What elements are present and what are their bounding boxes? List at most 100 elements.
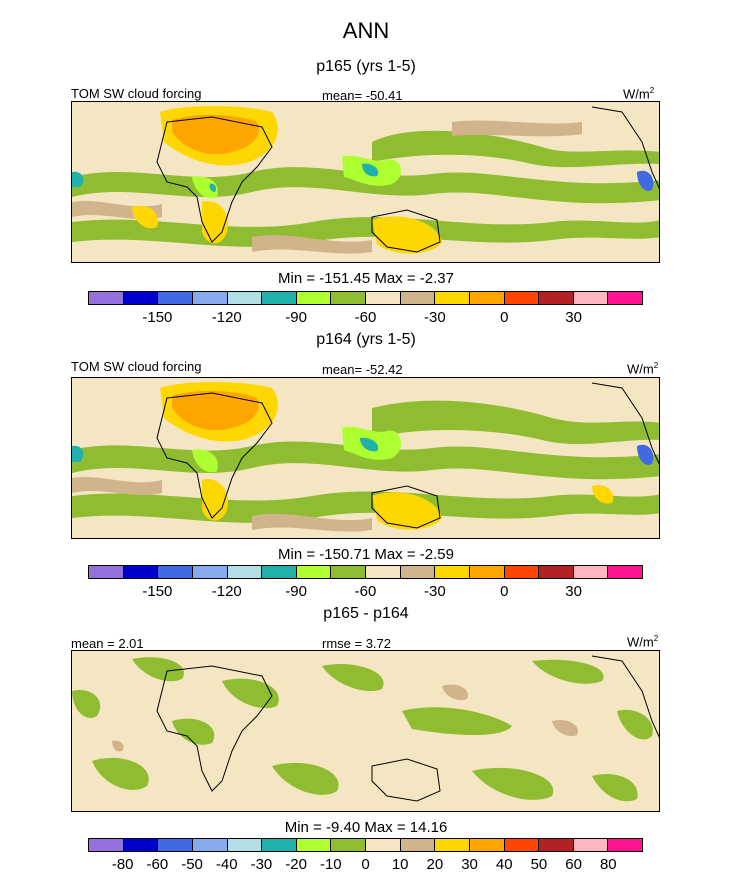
panel-2-mean-label: mean= -52.42 xyxy=(322,362,403,377)
colorbar-tick-label: 80 xyxy=(599,856,617,873)
colorbar-tick-label: 0 xyxy=(361,856,370,873)
panel-3-map xyxy=(71,650,660,812)
colorbar-swatch xyxy=(539,566,574,578)
colorbar-swatch xyxy=(89,292,124,304)
panel-1-map xyxy=(71,101,660,263)
figure-title: ANN xyxy=(342,18,390,43)
panel-1-title: p165 (yrs 1-5) xyxy=(316,58,416,75)
colorbar-tick-label: 30 xyxy=(461,856,478,873)
colorbar-tick-label: -20 xyxy=(285,856,307,873)
colorbar-swatch xyxy=(227,839,263,851)
colorbar-tick-label: -150 xyxy=(142,309,173,326)
colorbar-tick-label: -90 xyxy=(285,583,307,600)
colorbar-tick-label: -10 xyxy=(319,856,342,873)
colorbar-tick-label: -90 xyxy=(285,309,307,326)
colorbar-tick-label: 10 xyxy=(391,856,409,873)
colorbar-swatch xyxy=(573,292,609,304)
colorbar-swatch xyxy=(192,839,228,851)
panel-1-colorbar xyxy=(88,291,643,305)
colorbar-swatch xyxy=(192,292,228,304)
colorbar-swatch xyxy=(608,566,642,578)
colorbar-tick-label: 60 xyxy=(565,856,582,873)
colorbar-swatch xyxy=(366,292,401,304)
panel-3-rmse-label: rmse = 3.72 xyxy=(322,636,392,651)
panel-1-units: W/m2 xyxy=(623,86,655,102)
colorbar-swatch xyxy=(435,292,470,304)
colorbar-tick-label: 30 xyxy=(565,309,582,326)
colorbar-swatch xyxy=(573,839,609,851)
colorbar-swatch xyxy=(227,292,263,304)
colorbar-tick-label: -30 xyxy=(424,309,446,326)
colorbar-tick-label: -60 xyxy=(354,309,377,326)
panel-2-map xyxy=(71,377,660,539)
panel-3-colorbar-ticks: -80 -60 -50 -40 -30 -20 -10 0 10 20 30 40 50 60 80 xyxy=(88,856,643,874)
colorbar-tick-label: -80 xyxy=(111,856,134,873)
colorbar-swatch xyxy=(262,839,297,851)
colorbar-swatch xyxy=(158,839,193,851)
colorbar-swatch xyxy=(262,566,297,578)
colorbar-tick-label: -150 xyxy=(142,583,173,600)
colorbar-swatch xyxy=(539,839,574,851)
colorbar-swatch xyxy=(469,839,505,851)
colorbar-swatch xyxy=(435,566,470,578)
panel-3-mean-label: mean = 2.01 xyxy=(71,636,144,651)
colorbar-swatch xyxy=(89,566,124,578)
colorbar-swatch xyxy=(366,839,401,851)
panel-3-units: W/m2 xyxy=(627,634,659,650)
colorbar-swatch xyxy=(158,292,193,304)
colorbar-tick-label: 40 xyxy=(495,856,513,873)
colorbar-swatch xyxy=(504,566,540,578)
colorbar-tick-label: -40 xyxy=(215,856,238,873)
colorbar-swatch xyxy=(400,839,436,851)
colorbar-tick-label: -120 xyxy=(211,309,242,326)
panel-1-mean-label: mean= -50.41 xyxy=(322,88,403,103)
panel-1-minmax: Min = -151.45 Max = -2.37 xyxy=(278,270,454,287)
colorbar-swatch xyxy=(469,292,505,304)
colorbar-swatch xyxy=(158,566,193,578)
colorbar-swatch xyxy=(296,292,332,304)
panel-2-minmax: Min = -150.71 Max = -2.59 xyxy=(278,546,454,563)
colorbar-swatch xyxy=(331,839,366,851)
colorbar-swatch xyxy=(608,292,642,304)
colorbar-swatch xyxy=(435,839,470,851)
colorbar-tick-label: 30 xyxy=(565,583,582,600)
colorbar-swatch xyxy=(504,839,540,851)
colorbar-swatch xyxy=(123,566,159,578)
colorbar-swatch xyxy=(539,292,574,304)
colorbar-tick-label: 20 xyxy=(426,856,444,873)
colorbar-swatch xyxy=(89,839,124,851)
colorbar-swatch xyxy=(123,292,159,304)
colorbar-tick-label: 0 xyxy=(500,583,509,600)
panel-3-colorbar xyxy=(88,838,643,852)
colorbar-swatch xyxy=(227,566,263,578)
colorbar-swatch xyxy=(573,566,609,578)
panel-2-colorbar xyxy=(88,565,643,579)
colorbar-tick-label: -30 xyxy=(424,583,446,600)
colorbar-tick-label: 0 xyxy=(500,309,509,326)
panel-2-units: W/m2 xyxy=(627,361,659,377)
colorbar-swatch xyxy=(504,292,540,304)
colorbar-swatch xyxy=(262,292,297,304)
colorbar-swatch xyxy=(366,566,401,578)
panel-2-colorbar-ticks: -150 -120 -90 -60 -30 0 30 xyxy=(88,583,643,601)
panel-1-variable-label: TOM SW cloud forcing xyxy=(71,86,202,101)
panel-3-title: p165 - p164 xyxy=(323,605,409,622)
panel-3-minmax: Min = -9.40 Max = 14.16 xyxy=(284,819,448,836)
colorbar-tick-label: -50 xyxy=(181,856,203,873)
panel-1-colorbar-ticks: -150 -120 -90 -60 -30 0 30 xyxy=(88,309,643,327)
colorbar-swatch xyxy=(123,839,159,851)
colorbar-swatch xyxy=(331,566,366,578)
panel-2-variable-label: TOM SW cloud forcing xyxy=(71,359,202,374)
colorbar-swatch xyxy=(192,566,228,578)
colorbar-tick-label: 50 xyxy=(530,856,548,873)
colorbar-tick-label: -60 xyxy=(146,856,169,873)
colorbar-tick-label: -120 xyxy=(211,583,242,600)
colorbar-swatch xyxy=(608,839,642,851)
panel-2-title: p164 (yrs 1-5) xyxy=(316,331,416,348)
colorbar-swatch xyxy=(331,292,366,304)
colorbar-swatch xyxy=(296,566,332,578)
colorbar-swatch xyxy=(296,839,332,851)
colorbar-swatch xyxy=(400,566,436,578)
colorbar-swatch xyxy=(469,566,505,578)
colorbar-tick-label: -30 xyxy=(250,856,273,873)
